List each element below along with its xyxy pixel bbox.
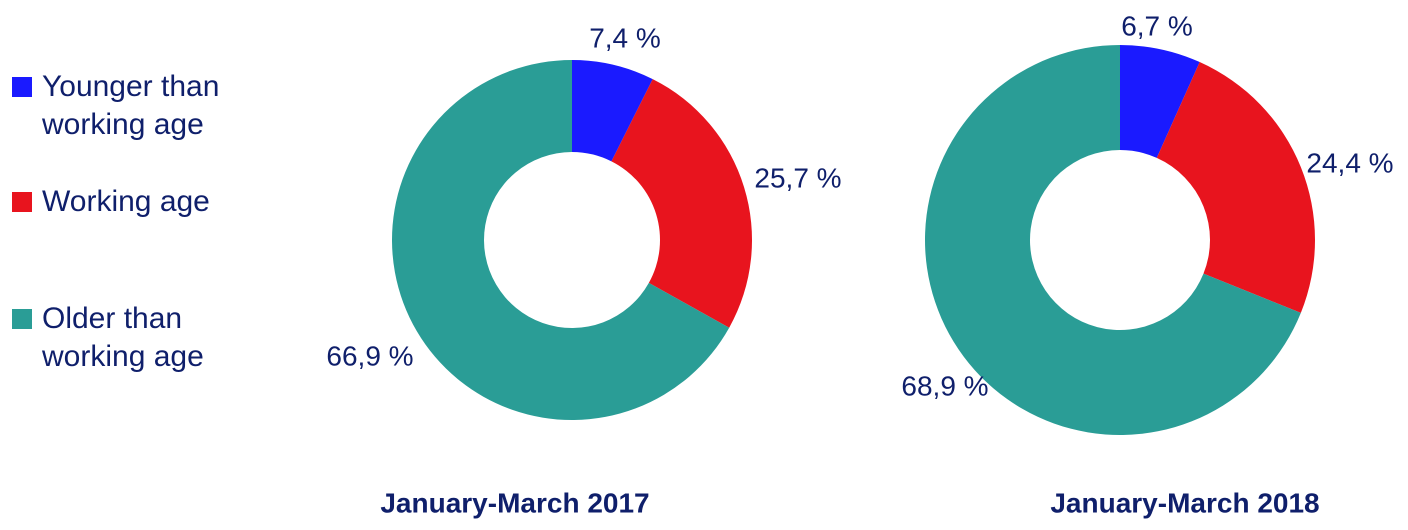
chart-title: January-March 2018 xyxy=(1050,487,1319,518)
data-label: 7,4 % xyxy=(589,22,661,53)
donut-slice xyxy=(572,60,653,162)
legend-swatch xyxy=(12,192,32,212)
chart-title: January-March 2017 xyxy=(380,487,649,518)
donut-slice xyxy=(925,45,1301,436)
donut-slice xyxy=(392,60,730,420)
data-label: 6,7 % xyxy=(1121,10,1193,41)
data-label: 68,9 % xyxy=(901,370,988,401)
donut-slice xyxy=(611,79,752,328)
donut-slice xyxy=(1120,45,1200,158)
data-label: 25,7 % xyxy=(754,162,841,193)
data-label: 66,9 % xyxy=(326,340,413,371)
legend-label: Older than working age xyxy=(41,302,204,373)
legend-label: Working age xyxy=(42,185,210,218)
data-label: 24,4 % xyxy=(1306,147,1393,178)
legend-swatch xyxy=(12,77,32,97)
donut-slice xyxy=(1156,62,1316,313)
legend-label: Younger than working age xyxy=(41,70,219,141)
legend-swatch xyxy=(12,309,32,329)
